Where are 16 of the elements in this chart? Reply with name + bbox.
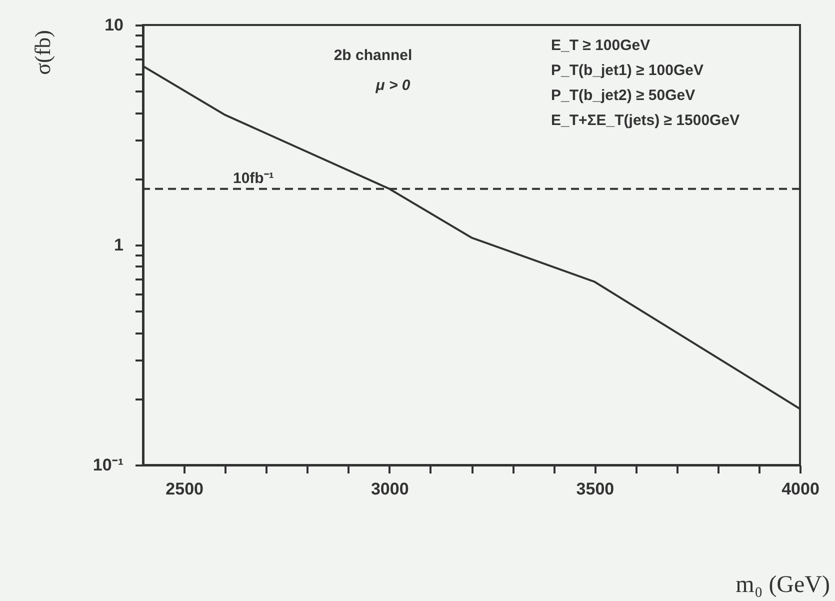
y-tick-label: 10⁻¹ <box>92 456 124 474</box>
annotation: P_T(b_jet1) ≥ 100GeV <box>551 62 704 79</box>
annotation: 2b channel <box>334 47 412 64</box>
x-tick-label: 3500 <box>576 480 614 498</box>
y-tick-label: 10 <box>104 16 124 34</box>
x-axis-title: m₀ (GeV) <box>736 572 830 598</box>
x-tick-label: 3000 <box>370 480 409 498</box>
annotation: E_T ≥ 100GeV <box>551 37 650 54</box>
y-axis-title: σ(fb) <box>30 30 55 75</box>
annotation: P_T(b_jet2) ≥ 50GeV <box>551 87 696 104</box>
x-tick-label: 4000 <box>782 480 820 498</box>
x-tick-label: 2500 <box>166 480 204 498</box>
y-tick-label: 1 <box>114 236 124 254</box>
annotation: μ > 0 <box>374 77 411 94</box>
annotation: E_T+ΣE_T(jets) ≥ 1500GeV <box>551 112 740 129</box>
ref-line-label: 10fb⁻¹ <box>233 170 274 187</box>
